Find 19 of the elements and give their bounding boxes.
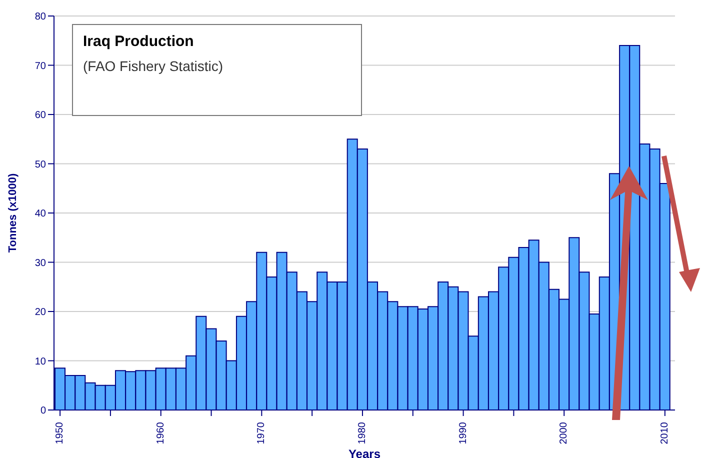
y-tick-label: 30 [34, 258, 46, 269]
y-tick-label: 80 [34, 12, 46, 23]
y-tick-label: 20 [34, 307, 46, 318]
x-tick-label: 1960 [155, 422, 166, 444]
x-axis-title: Years [348, 447, 381, 458]
y-tick-label: 70 [34, 60, 46, 72]
y-tick-label: 10 [34, 356, 46, 368]
y-tick-label: 0 [40, 406, 46, 417]
y-tick-label: 40 [34, 208, 46, 220]
x-tick-label: 2000 [558, 422, 570, 444]
y-axis-title: Tonnes (x1000) [6, 173, 19, 253]
x-tick-label: 2010 [659, 422, 670, 444]
title-box: Iraq Production (FAO Fishery Statistic) [72, 24, 362, 116]
x-tick-label: 1980 [356, 422, 368, 444]
x-tick-label: 1970 [256, 422, 268, 444]
y-tick-label: 50 [34, 159, 46, 170]
x-tick-label: 1990 [458, 422, 469, 444]
x-tick-label: 1950 [54, 422, 66, 444]
y-tick-label: 60 [34, 110, 46, 122]
